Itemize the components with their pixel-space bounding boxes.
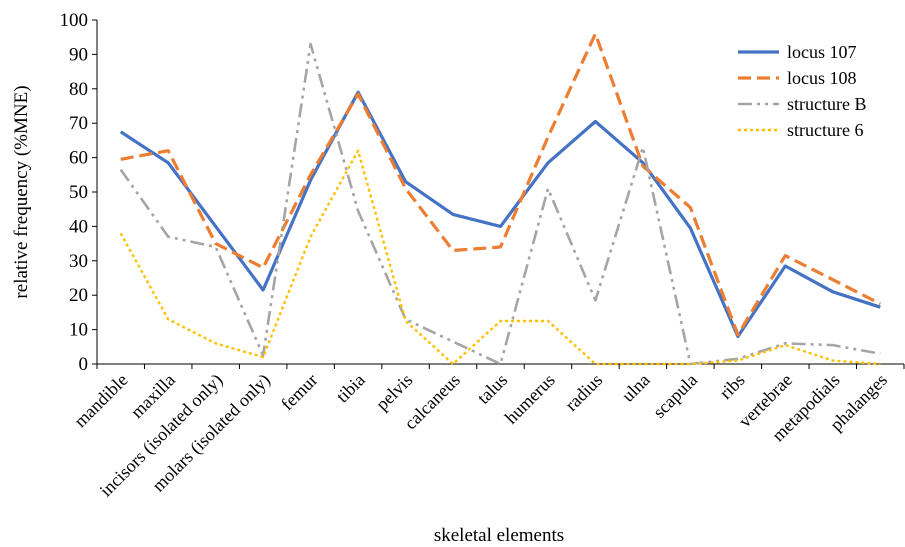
y-tick-label: 80 bbox=[69, 79, 88, 100]
x-tick-label: talus bbox=[473, 370, 511, 408]
series-line-structure-B bbox=[119, 42, 881, 366]
y-tick-label: 50 bbox=[69, 182, 88, 203]
y-tick-label: 70 bbox=[69, 113, 88, 134]
y-axis-title: relative frequency (%MNE) bbox=[11, 85, 32, 298]
series-line-locus-107 bbox=[119, 90, 881, 339]
y-tick-label: 40 bbox=[69, 216, 88, 237]
x-tick-label: ribs bbox=[715, 370, 748, 403]
y-tick-label: 90 bbox=[69, 44, 88, 65]
x-tick-label: ulna bbox=[618, 370, 654, 406]
x-tick-label: radius bbox=[561, 370, 606, 415]
legend: locus 107 locus 108 structure B structure 6 bbox=[738, 42, 866, 140]
x-axis-title: skeletal elements bbox=[434, 525, 564, 546]
x-tick-label: tibia bbox=[332, 370, 369, 407]
legend-label: structure 6 bbox=[787, 120, 863, 140]
x-tick-label: scapula bbox=[649, 370, 701, 422]
legend-label: structure B bbox=[787, 94, 866, 114]
series-layer bbox=[119, 32, 882, 366]
y-tick-label: 0 bbox=[79, 354, 89, 375]
x-tick-label: mandible bbox=[70, 370, 132, 432]
series-line-locus-108 bbox=[120, 32, 882, 337]
x-tick-label: pelvis bbox=[372, 370, 417, 415]
y-tick-label: 60 bbox=[69, 148, 88, 169]
legend-label: locus 107 bbox=[787, 42, 857, 62]
series-line-structure-6 bbox=[119, 149, 881, 366]
y-tick-label: 10 bbox=[69, 320, 88, 341]
y-tick-label: 100 bbox=[60, 10, 89, 31]
y-axis: 0 10 20 30 40 50 60 70 80 90 100 bbox=[60, 10, 98, 375]
legend-label: locus 108 bbox=[787, 68, 857, 88]
y-tick-label: 30 bbox=[69, 251, 88, 272]
x-tick-label: femur bbox=[277, 370, 322, 415]
x-tick-label: humerus bbox=[501, 370, 559, 428]
y-tick-label: 20 bbox=[69, 285, 88, 306]
